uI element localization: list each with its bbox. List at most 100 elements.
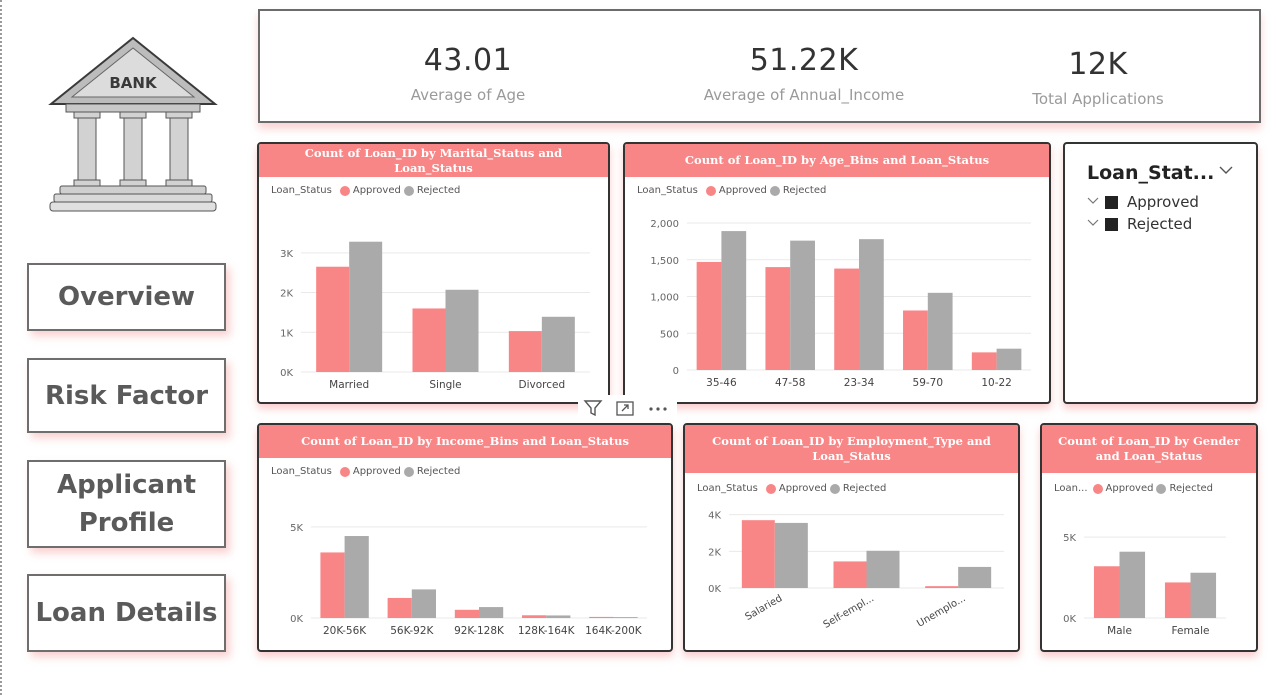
nav-applicant-profile-button[interactable]: Applicant Profile: [27, 460, 226, 548]
slicer-item-label: Approved: [1127, 193, 1199, 211]
legend-approved-swatch: [339, 185, 350, 196]
y-tick-label: 2K: [280, 289, 293, 300]
legend-approved-swatch: [705, 185, 716, 196]
bar-approved-1: [412, 308, 446, 372]
chart-title: Count of Loan_ID by Age_Bins and Loan_St…: [625, 144, 1049, 177]
chart-title: Count of Loan_ID by Marital_Status and L…: [259, 144, 608, 177]
y-tick-label: 5K: [290, 523, 303, 534]
chart-plot: 0 500 1,000 1,500 2,000 35-46 47-58 23-34 59-70 1…: [650, 219, 1031, 389]
chart-card-age-bins[interactable]: Count of Loan_ID by Age_Bins and Loan_St…: [623, 142, 1051, 404]
legend-rejected: Rejected: [842, 483, 887, 494]
x-tick-label: Self-empl...: [822, 593, 876, 631]
legend-rejected: Rejected: [416, 466, 461, 477]
bar-approved-4: [971, 352, 997, 370]
y-tick-label: 0K: [708, 584, 721, 595]
loan-status-slicer[interactable]: Loan_Stat... Approved Rejected: [1063, 142, 1258, 404]
bar-approved-0: [741, 520, 775, 588]
bar-approved-1: [833, 561, 867, 588]
bar-approved-4: [589, 616, 614, 618]
nav-risk-factor-button[interactable]: Risk Factor: [27, 358, 226, 433]
legend-approved: Approved: [718, 185, 767, 196]
bar-rejected-2: [479, 607, 504, 618]
bar-approved-2: [925, 586, 959, 588]
bar-rejected-2: [958, 566, 992, 588]
chevron-down-icon[interactable]: [1218, 161, 1234, 180]
legend-rejected-swatch: [829, 483, 840, 494]
more-options-icon[interactable]: [646, 398, 670, 418]
x-tick-label: 35-46: [706, 377, 737, 389]
focus-mode-icon[interactable]: [614, 398, 636, 418]
bar-rejected-2: [541, 316, 575, 372]
bar-approved-2: [508, 331, 542, 372]
chart-title: Count of Loan_ID by Gender and Loan_Stat…: [1042, 425, 1256, 473]
legend-approved-swatch: [339, 466, 350, 477]
chart-card-marital-status[interactable]: Count of Loan_ID by Marital_Status and L…: [257, 142, 610, 404]
legend-rejected-swatch: [1156, 483, 1167, 494]
bar-rejected-4: [613, 617, 638, 618]
kpi-label: Total Applications: [1032, 90, 1164, 108]
y-tick-label: 3K: [280, 249, 293, 260]
kpi-total-applications: 12K Total Applications: [948, 11, 1248, 108]
chart-card-income-bins[interactable]: Count of Loan_ID by Income_Bins and Loan…: [257, 423, 673, 652]
chevron-down-icon[interactable]: [1087, 217, 1105, 231]
legend-field: Loan_Status: [697, 483, 758, 494]
x-tick-label: Divorced: [519, 379, 566, 391]
nav-overview-button[interactable]: Overview: [27, 263, 226, 331]
bar-rejected-2: [859, 239, 884, 370]
checkbox[interactable]: [1105, 195, 1118, 209]
x-tick-label: Male: [1107, 625, 1132, 637]
bar-rejected-0: [1119, 551, 1146, 618]
slicer-item-label: Rejected: [1127, 215, 1193, 233]
legend-approved: Approved: [352, 185, 401, 196]
nav-label: Loan Details: [35, 598, 218, 628]
chart-card-employment-type[interactable]: Count of Loan_ID by Employment_Type and …: [683, 423, 1020, 652]
kpi-average-income: 51.22K Average of Annual_Income: [654, 11, 954, 104]
y-tick-label: 0K: [290, 614, 303, 625]
x-tick-label: 92K-128K: [454, 625, 505, 637]
bar-approved-0: [696, 261, 722, 370]
bar-approved-3: [903, 310, 928, 370]
kpi-band: 43.01 Average of Age 51.22K Average of A…: [258, 9, 1261, 123]
chevron-down-icon[interactable]: [1087, 195, 1105, 209]
x-tick-label: Female: [1172, 625, 1210, 637]
chart-plot: 0K 1K 2K 3K Married Single Divorced: [280, 241, 590, 391]
y-tick-label: 0: [673, 366, 679, 377]
chart-title: Count of Loan_ID by Income_Bins and Loan…: [259, 425, 671, 458]
y-tick-label: 4K: [708, 511, 721, 522]
slicer-item-approved[interactable]: Approved: [1087, 193, 1199, 211]
chart-title: Count of Loan_ID by Employment_Type and …: [685, 425, 1018, 473]
chart-card-gender[interactable]: Count of Loan_ID by Gender and Loan_Stat…: [1040, 423, 1258, 652]
checkbox[interactable]: [1105, 217, 1118, 231]
bar-rejected-1: [1190, 572, 1217, 618]
bar-rejected-3: [927, 292, 953, 370]
nav-loan-details-button[interactable]: Loan Details: [27, 574, 226, 652]
bank-logo: BANK: [48, 34, 218, 218]
kpi-average-age: 43.01 Average of Age: [318, 11, 618, 104]
bar-rejected-1: [445, 289, 479, 372]
legend-rejected: Rejected: [782, 185, 827, 196]
legend-rejected-swatch: [403, 185, 414, 196]
bar-approved-0: [1093, 566, 1120, 618]
chart-legend: Loan_Status Approved Rejected: [271, 185, 460, 196]
x-tick-label: 47-58: [775, 377, 806, 389]
chart-plot: 0K 5K Male Female: [1063, 533, 1226, 637]
visual-header-toolbar: [578, 395, 677, 421]
legend-field: Loan_Status: [637, 185, 698, 196]
chart-legend: Loan_Status Approved Rejected: [697, 483, 886, 494]
bar-rejected-1: [411, 589, 436, 618]
slicer-item-rejected[interactable]: Rejected: [1087, 215, 1192, 233]
bar-approved-1: [1164, 582, 1191, 618]
y-tick-label: 1,000: [650, 293, 679, 304]
filter-icon[interactable]: [582, 398, 604, 418]
bar-approved-1: [387, 597, 412, 618]
x-tick-label: 23-34: [844, 377, 875, 389]
x-tick-label: 56K-92K: [390, 625, 434, 637]
bar-rejected-4: [996, 348, 1022, 370]
nav-label: Applicant Profile: [56, 470, 197, 538]
y-tick-label: 0K: [1063, 614, 1076, 625]
y-tick-label: 0K: [280, 368, 293, 379]
legend-rejected: Rejected: [416, 185, 461, 196]
bar-approved-0: [316, 266, 350, 372]
x-tick-label: 164K-200K: [585, 625, 643, 637]
bar-approved-0: [320, 552, 345, 618]
